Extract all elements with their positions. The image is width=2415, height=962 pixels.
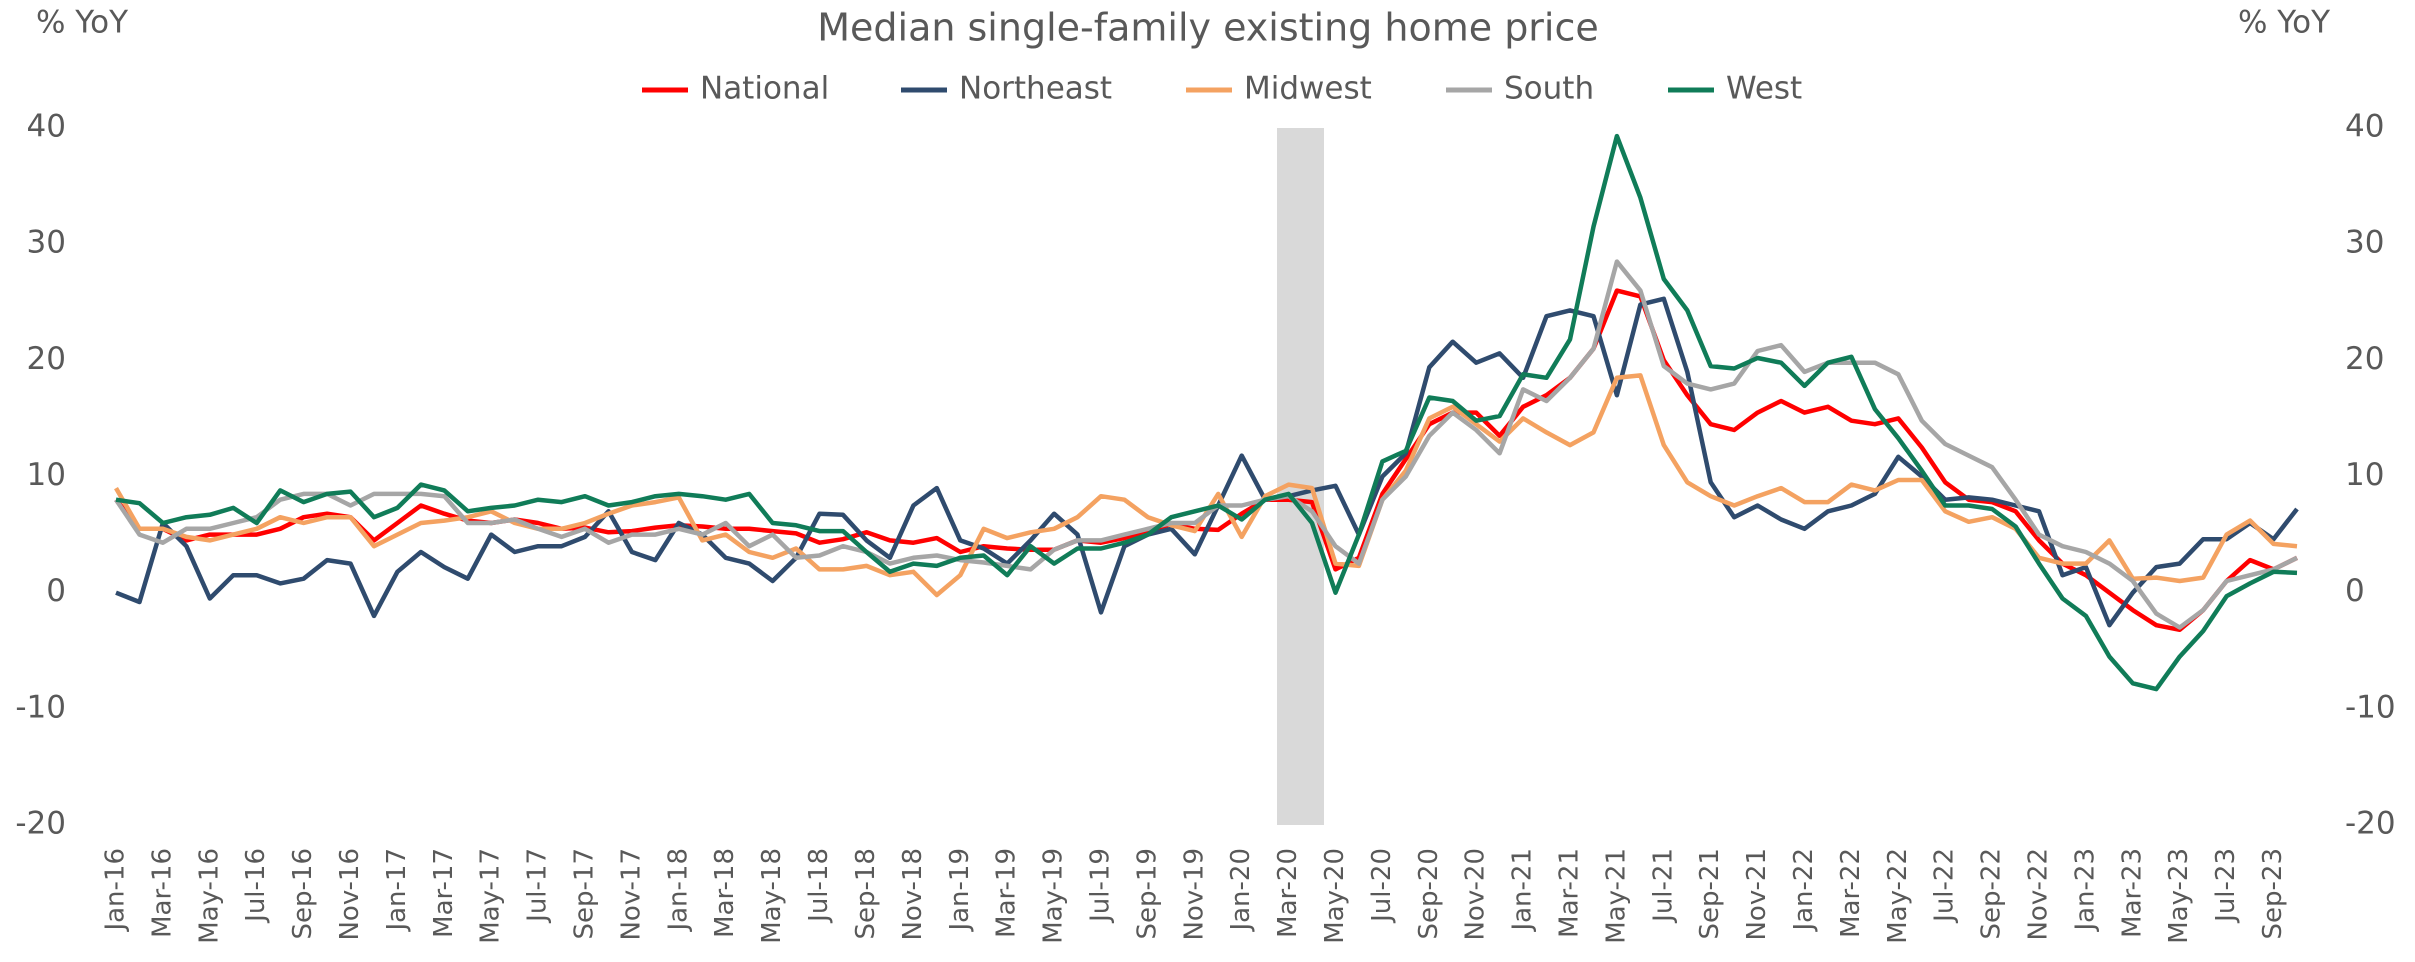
x-tick-label: May-21 — [1601, 848, 1631, 944]
y2-tick-label: 40 — [2345, 109, 2384, 145]
x-tick-label: Jan-18 — [663, 848, 693, 933]
y-tick-label: 20 — [27, 341, 66, 377]
y2-axis-label: % YoY — [2238, 5, 2330, 41]
y-axis-label: % YoY — [36, 5, 128, 41]
x-tick-label: Jan-16 — [101, 848, 131, 933]
x-tick-label: Nov-19 — [1179, 848, 1209, 941]
x-tick-label: Nov-17 — [616, 848, 646, 941]
x-tick-label: Nov-21 — [1742, 848, 1772, 941]
x-tick-label: Mar-21 — [1555, 848, 1585, 938]
y2-tick-label: -20 — [2345, 806, 2396, 842]
x-tick-label: Nov-20 — [1461, 848, 1491, 941]
legend-label: West — [1726, 71, 1802, 107]
x-tick-label: Jul-16 — [241, 848, 271, 924]
x-tick-label: Mar-23 — [2117, 848, 2147, 938]
series-line — [115, 296, 2299, 628]
legend-label: South — [1504, 71, 1594, 107]
x-tick-label: Jul-22 — [1930, 848, 1960, 924]
x-tick-label: Jul-20 — [1367, 848, 1397, 924]
x-tick-label: Sep-19 — [1132, 848, 1162, 939]
y2-tick-label: 0 — [2345, 573, 2365, 609]
x-tick-label: Jan-19 — [945, 848, 975, 933]
x-tick-label: Mar-20 — [1273, 848, 1303, 938]
x-tick-label: Jan-20 — [1226, 848, 1256, 933]
x-tick-label: May-20 — [1320, 848, 1350, 944]
y2-tick-label: 10 — [2345, 457, 2384, 493]
x-tick-label: Sep-20 — [1414, 848, 1444, 939]
x-tick-label: May-22 — [1883, 848, 1913, 944]
x-tick-label: May-16 — [194, 848, 224, 944]
x-tick-label: May-18 — [757, 848, 787, 944]
x-tick-label: Sep-16 — [288, 848, 318, 939]
y2-tick-label: 20 — [2345, 341, 2384, 377]
y-tick-label: 30 — [27, 225, 66, 261]
legend-label: Northeast — [959, 71, 1112, 107]
x-tick-label: Sep-17 — [570, 848, 600, 939]
x-tick-label: Mar-17 — [429, 848, 459, 938]
legend-label: Midwest — [1244, 71, 1372, 107]
y2-tick-label: 30 — [2345, 225, 2384, 261]
x-tick-label: Jul-17 — [523, 848, 553, 924]
x-tick-label: Jul-19 — [1085, 848, 1115, 924]
x-tick-label: Jul-18 — [804, 848, 834, 924]
y-tick-label: -10 — [15, 689, 66, 725]
recession-shade — [1277, 128, 1324, 825]
x-tick-label: Jan-21 — [1508, 848, 1538, 933]
x-tick-label: May-17 — [476, 848, 506, 944]
series-line — [114, 259, 2298, 630]
x-tick-label: Nov-16 — [335, 848, 365, 941]
x-tick-label: May-23 — [2164, 848, 2194, 944]
y-tick-label: 10 — [27, 457, 66, 493]
y-tick-label: 40 — [27, 109, 66, 145]
x-tick-label: Nov-22 — [2024, 848, 2054, 941]
x-tick-label: Mar-19 — [992, 848, 1022, 938]
x-tick-label: Sep-23 — [2258, 848, 2288, 939]
series-line — [115, 133, 2298, 692]
series-line — [114, 373, 2298, 598]
x-tick-label: Sep-21 — [1695, 848, 1725, 939]
x-tick-label: Jan-22 — [1789, 848, 1819, 933]
y-tick-label: -20 — [15, 806, 66, 842]
series-line — [114, 288, 2298, 633]
y2-tick-label: -10 — [2345, 689, 2396, 725]
chart-title: Median single-family existing home price — [817, 6, 1599, 50]
y-tick-label: 0 — [46, 573, 66, 609]
x-tick-label: Mar-16 — [147, 848, 177, 938]
x-tick-label: Jul-21 — [1648, 848, 1678, 924]
x-tick-label: Jan-17 — [382, 848, 412, 933]
x-tick-label: Jan-23 — [2070, 848, 2100, 933]
x-tick-label: May-19 — [1039, 848, 1069, 944]
x-tick-label: Nov-18 — [898, 848, 928, 941]
x-tick-label: Sep-22 — [1977, 848, 2007, 939]
x-tick-label: Mar-22 — [1836, 848, 1866, 938]
x-tick-label: Jul-23 — [2211, 848, 2241, 924]
legend-label: National — [700, 71, 829, 107]
x-tick-label: Mar-18 — [710, 848, 740, 938]
x-tick-label: Sep-18 — [851, 848, 881, 939]
